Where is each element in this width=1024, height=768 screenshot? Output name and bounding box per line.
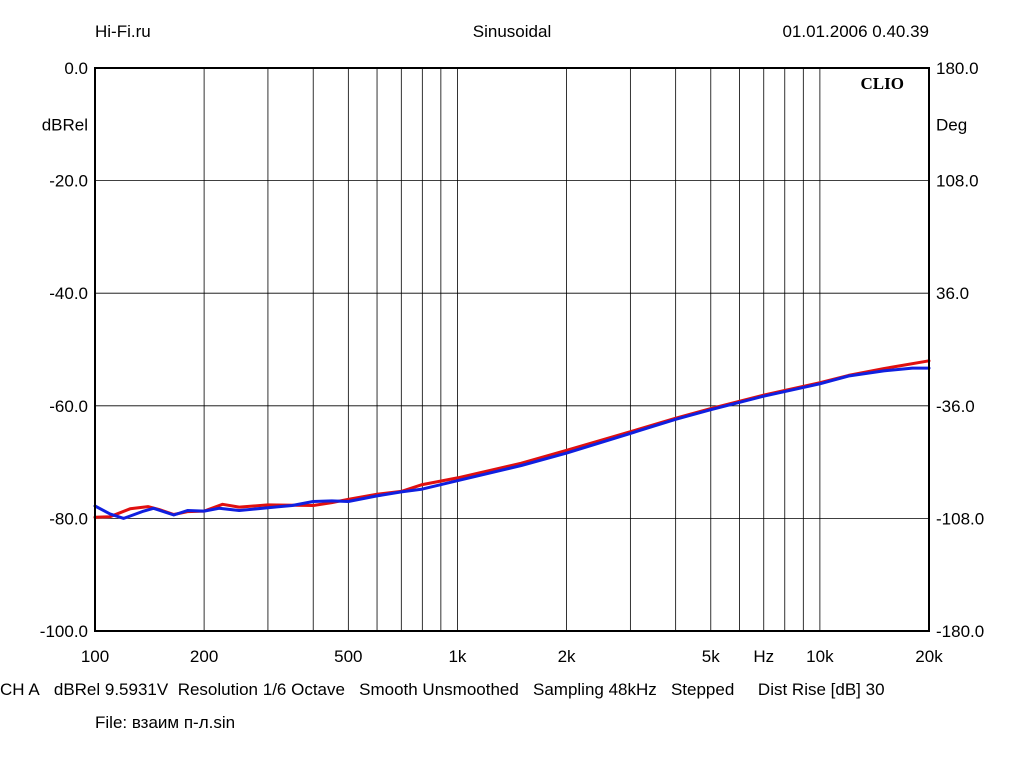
header-measurement-type: Sinusoidal bbox=[472, 22, 552, 41]
series-line-blue bbox=[93, 366, 931, 520]
smooth-label: Smooth Unsmoothed bbox=[359, 680, 519, 699]
y-tick-label: -100.0 bbox=[40, 622, 88, 641]
x-tick-label: 5k bbox=[702, 647, 720, 666]
chart-labels: 0.0 -20.0 -40.0 -60.0 -80.0 -100.0 180.0 108.0 3… bbox=[40, 59, 984, 666]
y2-tick-label: 108.0 bbox=[936, 172, 979, 191]
chart-grid bbox=[95, 67, 929, 632]
y2-tick-label: -108.0 bbox=[936, 509, 984, 528]
dist-rise-label: Dist Rise [dB] 30 bbox=[757, 680, 885, 699]
measurement-settings: CH A dBRel 9.5931V Resolution 1/6 Octave… bbox=[0, 680, 885, 700]
y2-tick-label: 180.0 bbox=[936, 59, 979, 78]
x-tick-label: 2k bbox=[558, 647, 576, 666]
x-tick-label: 100 bbox=[81, 647, 109, 666]
x-tick-label: 10k bbox=[806, 647, 834, 666]
y-tick-label: -20.0 bbox=[49, 172, 88, 191]
channel-label: CH A bbox=[0, 680, 40, 699]
y-tick-label: -60.0 bbox=[49, 397, 88, 416]
x-tick-label: 1k bbox=[448, 647, 466, 666]
file-name: File: взаим п-л.sin bbox=[95, 713, 236, 732]
level-label: dBRel 9.5931V bbox=[53, 680, 169, 699]
sampling-label: Sampling 48kHz bbox=[533, 680, 657, 699]
x-tick-label: 500 bbox=[334, 647, 362, 666]
mode-label: Stepped bbox=[670, 680, 735, 699]
plot-frame bbox=[94, 67, 930, 632]
y-tick-label: -40.0 bbox=[49, 284, 88, 303]
series-line-red bbox=[93, 359, 931, 519]
y2-tick-label: -180.0 bbox=[936, 622, 984, 641]
chart-series bbox=[93, 359, 931, 520]
x-tick-label: 20k bbox=[915, 647, 943, 666]
header-timestamp: 01.01.2006 0.40.39 bbox=[782, 22, 929, 41]
y2-tick-label: -36.0 bbox=[936, 397, 975, 416]
x-tick-label: 200 bbox=[190, 647, 218, 666]
resolution-label: Resolution 1/6 Octave bbox=[177, 680, 345, 699]
x-axis-unit: Hz bbox=[753, 647, 774, 666]
y-axis-label: dBRel bbox=[42, 115, 88, 134]
y-tick-label: 0.0 bbox=[64, 59, 88, 78]
clio-logo: CLIO bbox=[861, 74, 904, 93]
header-site: Hi-Fi.ru bbox=[95, 22, 151, 41]
y-tick-label: -80.0 bbox=[49, 509, 88, 528]
y2-tick-label: 36.0 bbox=[936, 284, 969, 303]
y2-axis-label: Deg bbox=[936, 115, 967, 134]
